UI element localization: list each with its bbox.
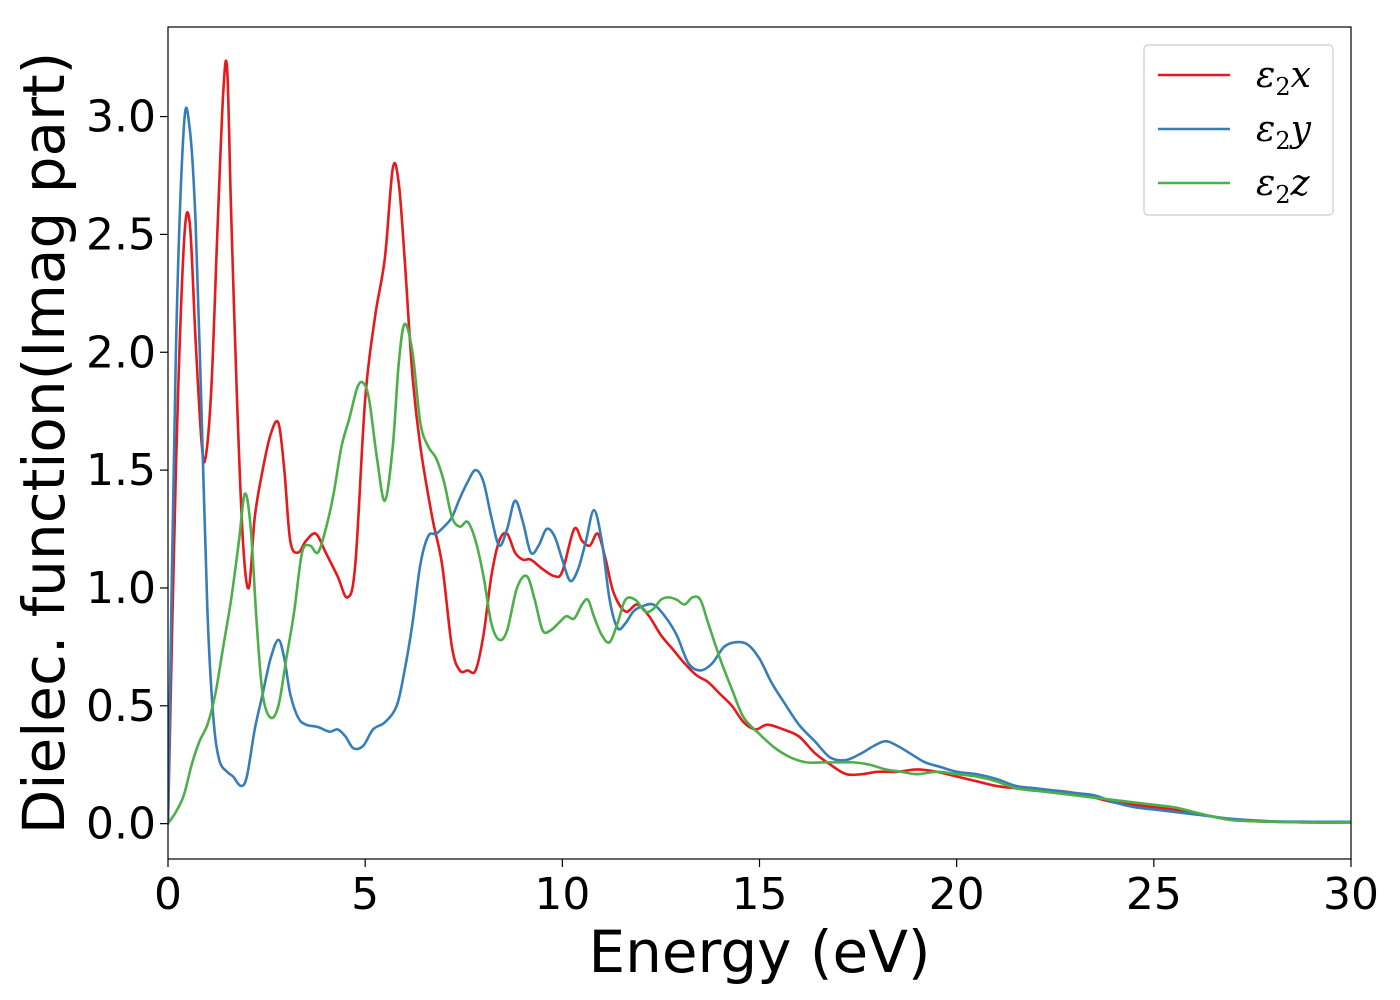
x-tick-label: 15 [732, 869, 788, 920]
y-axis-label: Dielec. function(Imag part) [10, 52, 78, 835]
y-tick-label: 1.5 [86, 445, 156, 496]
legend: ε2x ε2y ε2z [1143, 44, 1334, 216]
x-tick-label: 5 [351, 869, 379, 920]
x-tick-label: 0 [154, 869, 182, 920]
y-tick-label: 0.5 [86, 681, 156, 732]
legend-label-y: ε2y [1256, 109, 1312, 155]
x-tick-label: 10 [534, 869, 590, 920]
x-tick-label: 20 [929, 869, 985, 920]
y-tick-label: 2.5 [86, 209, 156, 260]
x-axis-label: Energy (eV) [588, 918, 930, 986]
y-tick-label: 3.0 [86, 92, 156, 143]
series-layer [168, 59, 1351, 825]
legend-label-x: ε2x [1256, 55, 1311, 101]
x-tick-label: 30 [1323, 869, 1379, 920]
plot-frame [167, 26, 1352, 860]
x-ticks: 0 5 10 15 20 25 30 [154, 859, 1379, 920]
y-ticks: 0.0 0.5 1.0 1.5 2.0 2.5 3.0 [86, 92, 168, 850]
legend-box [1143, 44, 1334, 216]
y-tick-label: 1.0 [86, 563, 156, 614]
y-tick-label: 2.0 [86, 327, 156, 378]
series-line-z [168, 322, 1351, 825]
y-tick-label: 0.0 [86, 799, 156, 850]
x-tick-label: 25 [1126, 869, 1182, 920]
series-line-y [168, 106, 1351, 825]
legend-label-z: ε2z [1256, 163, 1311, 209]
